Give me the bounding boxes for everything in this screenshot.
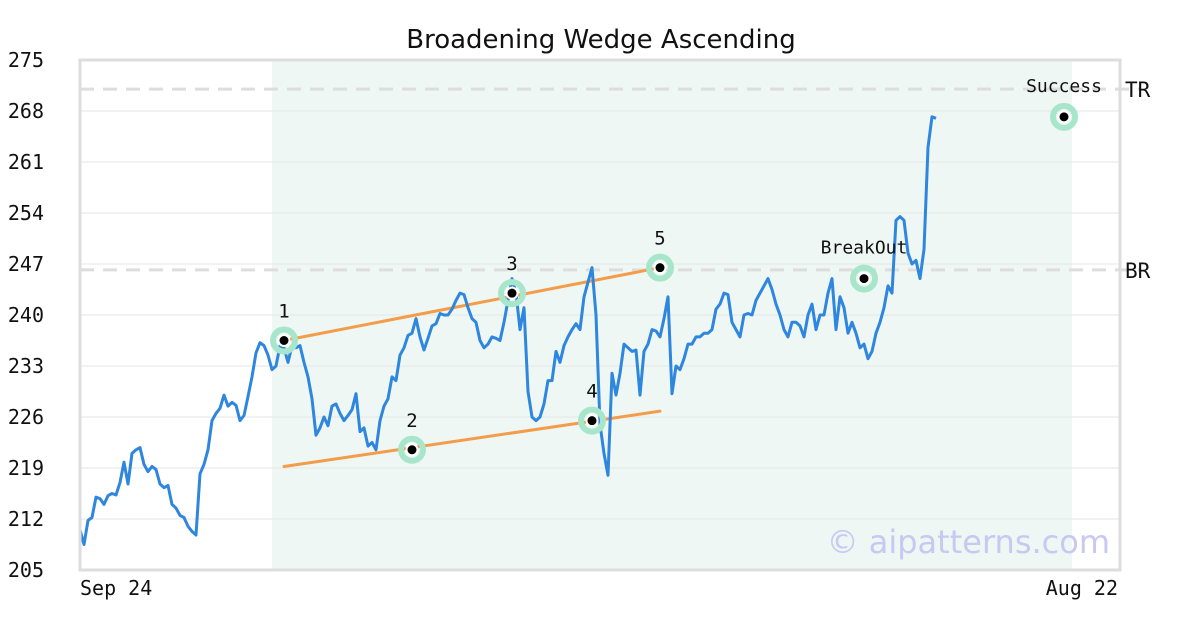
marker-label: Success (1026, 76, 1102, 97)
y-axis-ticks: 205 212 219 226 233 240 247 254 261 268 275 (8, 48, 44, 582)
y-tick-label: 233 (8, 354, 44, 378)
y-tick-label: 240 (8, 303, 44, 327)
marker-dot (585, 414, 599, 428)
y-tick-label: 219 (8, 456, 44, 480)
y-tick-label: 247 (8, 252, 44, 276)
marker-label: BreakOut (821, 238, 908, 259)
level-label: BR (1125, 259, 1151, 283)
marker-dot (1057, 110, 1071, 124)
x-axis-ticks: Sep 24 Aug 22 (80, 576, 1118, 600)
marker-dot (505, 286, 519, 300)
y-tick-label: 254 (8, 201, 44, 225)
marker-dot (405, 443, 419, 457)
marker-ring (1050, 102, 1078, 131)
marker-ring (398, 435, 426, 464)
marker-dot (653, 261, 667, 275)
x-tick-label: Aug 22 (1046, 576, 1118, 600)
marker-ring (850, 264, 878, 293)
marker-ring (578, 406, 606, 435)
y-tick-label: 261 (8, 150, 44, 174)
y-tick-label: 275 (8, 48, 44, 72)
marker-ring (646, 253, 674, 282)
trendline (282, 266, 662, 342)
x-tick-label: Sep 24 (80, 576, 152, 600)
watermark: © aipatterns.com (827, 523, 1110, 561)
level-lines: TR BR (80, 78, 1151, 283)
marker-label: 4 (586, 381, 597, 403)
chart-title: Broadening Wedge Ascending (406, 25, 796, 55)
pattern-markers: 1 2 3 4 5 BreakOut Success (270, 76, 1102, 464)
marker-label: 3 (506, 253, 517, 275)
y-tick-label: 205 (8, 558, 44, 582)
y-tick-label: 268 (8, 99, 44, 123)
marker-ring (498, 279, 526, 308)
marker-label: 1 (278, 301, 289, 323)
marker-dot (277, 334, 291, 347)
marker-label: 2 (406, 410, 417, 432)
marker-label: 5 (654, 228, 665, 250)
level-label: TR (1125, 78, 1151, 102)
plot-frame (78, 58, 1122, 572)
marker-ring (270, 326, 298, 355)
y-tick-label: 226 (8, 405, 44, 429)
y-tick-label: 212 (8, 507, 44, 531)
marker-dot (857, 272, 871, 286)
